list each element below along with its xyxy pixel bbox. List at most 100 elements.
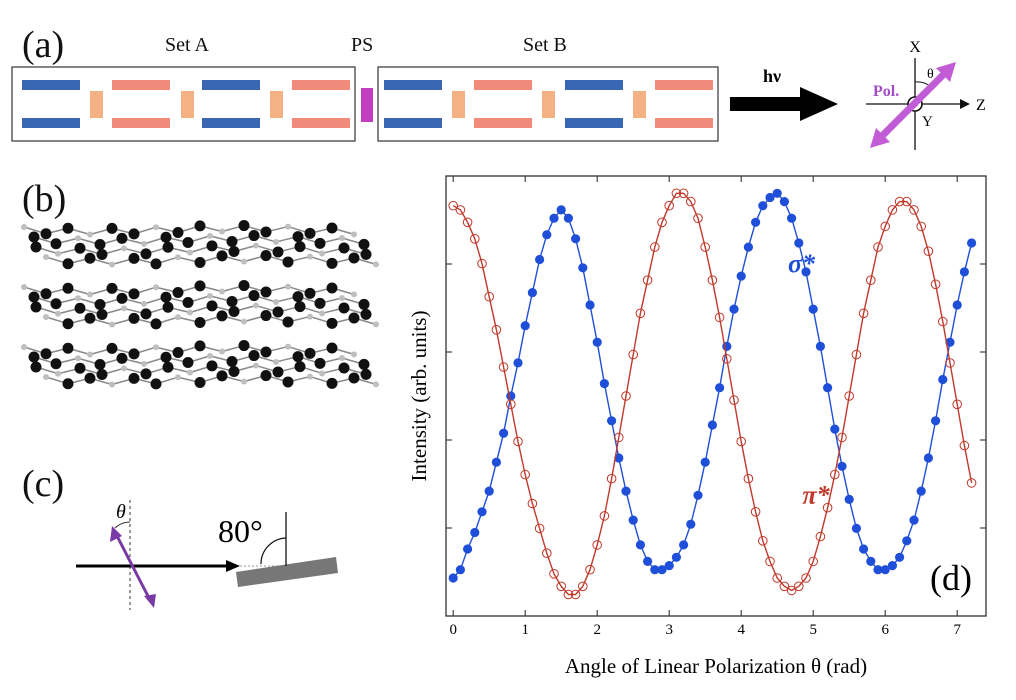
atom — [172, 286, 184, 298]
data-point — [916, 486, 926, 496]
atom — [194, 340, 206, 352]
atom — [150, 318, 162, 330]
data-point — [628, 515, 638, 525]
theta-label-c: θ — [116, 501, 126, 523]
panel-c-geometry: θ 80° — [76, 500, 338, 610]
atom — [207, 352, 213, 359]
atom — [285, 283, 291, 290]
atom — [292, 291, 304, 303]
atom — [141, 240, 147, 247]
atom — [96, 308, 108, 320]
atom — [153, 224, 159, 231]
atom — [360, 308, 372, 320]
data-point — [700, 457, 710, 467]
atom — [187, 249, 193, 256]
data-point — [700, 242, 711, 252]
atom — [207, 292, 213, 299]
red-bar — [112, 80, 170, 90]
atom — [360, 248, 372, 260]
data-point — [527, 288, 537, 298]
atom — [241, 258, 247, 265]
atom — [194, 280, 206, 292]
data-point — [614, 453, 624, 463]
data-point — [959, 440, 970, 451]
data-point — [945, 358, 955, 368]
atom — [21, 284, 27, 290]
data-point — [858, 308, 869, 319]
data-point — [923, 246, 934, 256]
atom — [194, 376, 206, 388]
data-point — [592, 337, 602, 347]
atom — [94, 238, 106, 250]
atom — [226, 236, 238, 248]
atom — [260, 370, 272, 382]
axis-x-label: X — [909, 39, 921, 56]
data-point — [916, 221, 927, 232]
data-point — [952, 399, 963, 410]
data-point — [909, 205, 919, 215]
atom — [294, 301, 306, 313]
atom — [162, 361, 174, 373]
panel-label-a: (a) — [22, 24, 65, 66]
orange-block — [452, 91, 465, 118]
blue-bar — [384, 80, 442, 90]
atom — [360, 368, 372, 380]
data-point — [606, 473, 617, 484]
atom — [28, 351, 40, 363]
atom — [326, 377, 338, 389]
atom — [216, 310, 228, 322]
atom — [319, 370, 325, 377]
atom — [194, 256, 206, 268]
atom — [55, 250, 61, 257]
atom — [21, 224, 27, 230]
atom — [219, 288, 225, 295]
data-point — [664, 561, 674, 571]
orange-block — [90, 91, 103, 118]
data-point — [837, 432, 847, 443]
atom — [28, 291, 40, 303]
data-point — [750, 507, 761, 517]
atom — [128, 372, 140, 384]
data-point — [491, 457, 501, 467]
data-point — [657, 217, 667, 228]
atom — [272, 246, 284, 258]
atom — [172, 226, 184, 238]
angle-80-label: 80° — [218, 513, 263, 549]
atom — [84, 312, 96, 324]
data-point — [715, 383, 725, 393]
data-point — [866, 556, 876, 566]
data-point — [945, 337, 955, 347]
data-point — [822, 502, 833, 513]
set-a-box — [11, 66, 356, 142]
data-point — [758, 201, 768, 211]
panel-a-schematic: hν X Z Y θ Pol. — [11, 39, 986, 150]
atom — [226, 296, 238, 308]
data-point — [707, 420, 717, 430]
data-point — [592, 540, 602, 550]
data-point — [599, 511, 610, 521]
data-point — [758, 536, 768, 546]
atom — [304, 227, 316, 239]
axis-z-label: Z — [976, 97, 986, 114]
atom — [30, 301, 42, 313]
atom — [226, 356, 238, 368]
x-tick-label: 4 — [737, 622, 745, 638]
data-point — [844, 391, 855, 401]
data-point — [506, 399, 516, 410]
atom — [175, 314, 181, 321]
data-point — [585, 300, 595, 310]
red-bar — [655, 118, 713, 128]
data-point — [542, 548, 552, 559]
red-bar — [292, 80, 350, 90]
photon-label: hν — [763, 66, 781, 86]
atom — [216, 370, 228, 382]
atom — [260, 226, 272, 238]
atom — [96, 368, 108, 380]
atom — [358, 238, 370, 250]
axis-y-label: Y — [922, 114, 933, 130]
data-point — [556, 581, 566, 592]
data-point — [643, 556, 653, 566]
data-point — [851, 523, 861, 533]
atom — [106, 222, 118, 234]
data-point — [902, 536, 912, 546]
